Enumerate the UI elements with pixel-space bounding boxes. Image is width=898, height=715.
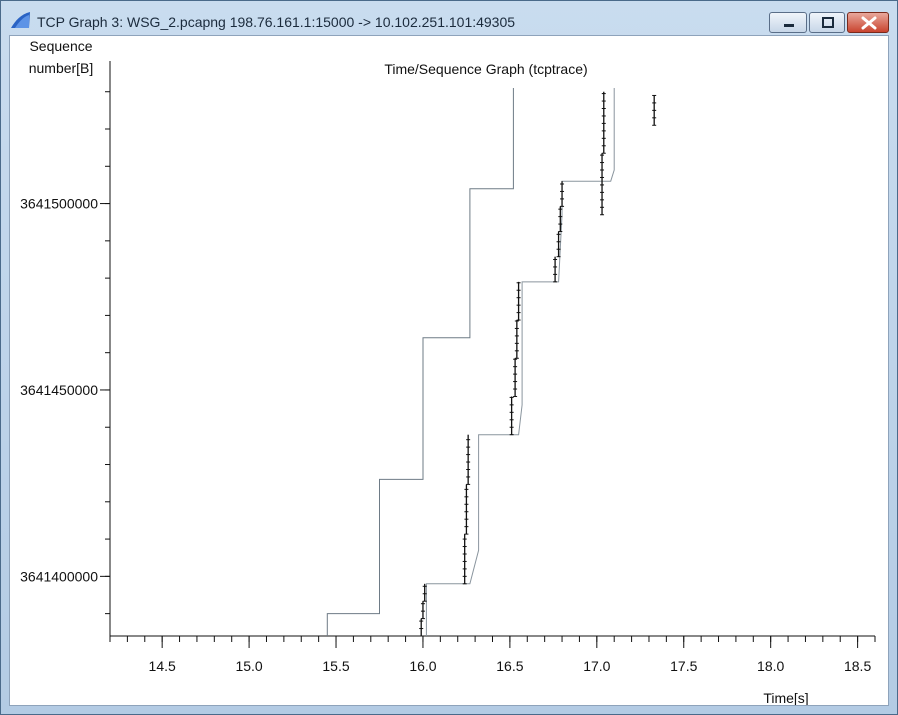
minimize-button[interactable] [769, 12, 807, 33]
maximize-button[interactable] [809, 12, 845, 33]
x-tick-label: 18.5 [844, 658, 871, 674]
title-bar[interactable]: TCP Graph 3: WSG_2.pcapng 198.76.161.1:1… [1, 1, 897, 35]
x-tick-label: 18.0 [757, 658, 784, 674]
maximize-icon [822, 17, 834, 28]
chart-title: Time/Sequence Graph (tcptrace) [384, 61, 587, 77]
ack-line [425, 88, 615, 636]
x-tick-label: 16.5 [496, 658, 523, 674]
x-tick-label: 15.5 [322, 658, 349, 674]
close-button[interactable] [847, 12, 889, 33]
window-title: TCP Graph 3: WSG_2.pcapng 198.76.161.1:1… [37, 14, 516, 30]
y-axis-label-line2: number[B] [29, 60, 94, 76]
x-axis-label: Time[s] [763, 690, 808, 706]
wireshark-fin-icon [11, 12, 30, 28]
y-tick-label: 3641450000 [20, 382, 98, 398]
y-tick-label: 3641500000 [20, 196, 98, 212]
x-tick-label: 17.0 [583, 658, 610, 674]
minimize-icon [784, 24, 794, 27]
receive-window-line [326, 88, 514, 636]
time-sequence-chart[interactable]: Sequence number[B] Time/Sequence Graph (… [10, 36, 889, 706]
x-tick-label: 14.5 [149, 658, 176, 674]
y-axis-label-line1: Sequence [29, 38, 92, 54]
graph-area[interactable]: Sequence number[B] Time/Sequence Graph (… [9, 35, 889, 706]
x-tick-label: 17.5 [670, 658, 697, 674]
x-tick-label: 16.0 [409, 658, 436, 674]
x-tick-label: 15.0 [235, 658, 262, 674]
y-tick-label: 3641400000 [20, 568, 98, 584]
close-icon [861, 16, 877, 30]
plot-area [326, 88, 657, 636]
